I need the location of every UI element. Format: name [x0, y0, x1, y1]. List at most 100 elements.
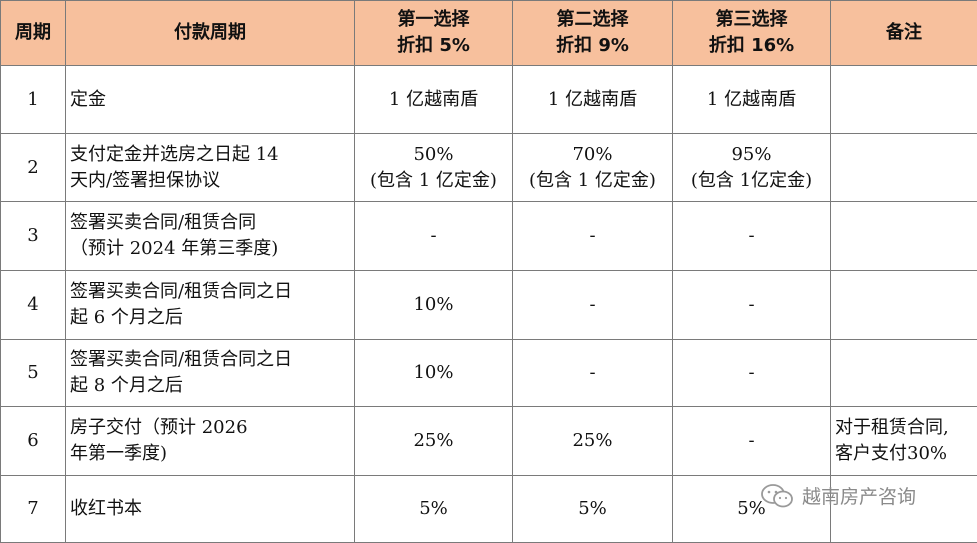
remarks-cell-line: 客户支付30%	[835, 441, 973, 467]
header-option-1-title: 第一选择	[359, 7, 508, 33]
option-1-cell: 10%	[355, 271, 513, 340]
header-remarks: 备注	[831, 1, 977, 66]
header-option-2: 第二选择 折扣 9%	[513, 1, 673, 66]
watermark-text: 越南房产咨询	[802, 482, 916, 509]
remarks-cell-line: 对于租赁合同,	[835, 415, 973, 441]
period-number-cell: 6	[1, 407, 66, 476]
payment-period-cell: 签署买卖合同/租赁合同之日起 6 个月之后	[66, 271, 355, 340]
option-3-cell: -	[673, 202, 831, 271]
option-1-cell-line: 1 亿越南盾	[359, 87, 508, 113]
option-3-cell-line: -	[677, 360, 826, 386]
remarks-cell: 对于租赁合同,客户支付30%	[831, 407, 977, 476]
remarks-cell	[831, 340, 977, 407]
option-3-cell: -	[673, 407, 831, 476]
header-option-3-title: 第三选择	[677, 7, 826, 33]
option-2-cell-line: 1 亿越南盾	[517, 87, 668, 113]
option-2-cell-line: 25%	[517, 428, 668, 454]
option-2-cell: 70%(包含 1 亿定金)	[513, 134, 673, 202]
period-number-cell: 1	[1, 66, 66, 134]
option-2-cell: -	[513, 271, 673, 340]
payment-period-cell: 签署买卖合同/租赁合同（预计 2024 年第三季度)	[66, 202, 355, 271]
option-2-cell-line: 5%	[517, 496, 668, 522]
option-3-cell: 95%(包含 1亿定金)	[673, 134, 831, 202]
header-option-1-discount: 折扣 5%	[359, 33, 508, 59]
period-number-cell: 7	[1, 476, 66, 543]
payment-period-cell-line: 天内/签署担保协议	[70, 168, 350, 194]
option-1-cell-line: (包含 1 亿定金)	[359, 168, 508, 194]
remarks-cell	[831, 66, 977, 134]
header-option-3: 第三选择 折扣 16%	[673, 1, 831, 66]
option-1-cell-line: 25%	[359, 428, 508, 454]
payment-period-cell-line: 起 6 个月之后	[70, 305, 350, 331]
period-number-cell: 2	[1, 134, 66, 202]
option-3-cell: -	[673, 340, 831, 407]
option-1-cell: -	[355, 202, 513, 271]
option-2-cell: 5%	[513, 476, 673, 543]
payment-period-cell-line: 年第一季度)	[70, 441, 350, 467]
payment-period-cell: 定金	[66, 66, 355, 134]
option-2-cell-line: (包含 1 亿定金)	[517, 168, 668, 194]
period-number-cell: 3	[1, 202, 66, 271]
option-2-cell: -	[513, 340, 673, 407]
option-3-cell-line: -	[677, 223, 826, 249]
remarks-cell	[831, 271, 977, 340]
payment-period-cell: 签署买卖合同/租赁合同之日起 8 个月之后	[66, 340, 355, 407]
remarks-cell	[831, 202, 977, 271]
option-1-cell-line: 10%	[359, 292, 508, 318]
header-period: 周期	[1, 1, 66, 66]
option-2-cell-line: 70%	[517, 142, 668, 168]
option-3-cell: 1 亿越南盾	[673, 66, 831, 134]
payment-period-cell-line: 起 8 个月之后	[70, 373, 350, 399]
payment-period-cell-line: 签署买卖合同/租赁合同之日	[70, 279, 350, 305]
header-option-2-title: 第二选择	[517, 7, 668, 33]
wechat-icon	[760, 483, 794, 509]
option-1-cell: 50%(包含 1 亿定金)	[355, 134, 513, 202]
option-3-cell-line: 1 亿越南盾	[677, 87, 826, 113]
option-2-cell-line: -	[517, 292, 668, 318]
header-option-3-discount: 折扣 16%	[677, 33, 826, 59]
header-payment-period: 付款周期	[66, 1, 355, 66]
option-2-cell: -	[513, 202, 673, 271]
option-2-cell-line: -	[517, 223, 668, 249]
header-option-1: 第一选择 折扣 5%	[355, 1, 513, 66]
option-3-cell-line: 95%	[677, 142, 826, 168]
option-2-cell-line: -	[517, 360, 668, 386]
payment-period-cell-line: （预计 2024 年第三季度)	[70, 236, 350, 262]
payment-period-cell-line: 签署买卖合同/租赁合同之日	[70, 347, 350, 373]
watermark: 越南房产咨询	[760, 482, 916, 509]
option-1-cell-line: 50%	[359, 142, 508, 168]
option-3-cell-line: -	[677, 428, 826, 454]
option-1-cell-line: -	[359, 223, 508, 249]
payment-period-cell-line: 定金	[70, 87, 350, 113]
option-2-cell: 1 亿越南盾	[513, 66, 673, 134]
payment-period-cell-line: 签署买卖合同/租赁合同	[70, 210, 350, 236]
option-3-cell: -	[673, 271, 831, 340]
remarks-cell	[831, 134, 977, 202]
option-1-cell: 25%	[355, 407, 513, 476]
period-number-cell: 5	[1, 340, 66, 407]
payment-period-cell: 收红书本	[66, 476, 355, 543]
option-1-cell-line: 5%	[359, 496, 508, 522]
option-1-cell: 1 亿越南盾	[355, 66, 513, 134]
option-3-cell-line: (包含 1亿定金)	[677, 168, 826, 194]
option-1-cell: 5%	[355, 476, 513, 543]
payment-period-cell-line: 支付定金并选房之日起 14	[70, 142, 350, 168]
payment-period-cell-line: 收红书本	[70, 496, 350, 522]
payment-period-cell-line: 房子交付（预计 2026	[70, 415, 350, 441]
table-header-row: 周期 付款周期 第一选择 折扣 5% 第二选择 折扣 9% 第三选择 折扣 16…	[1, 1, 977, 66]
header-option-2-discount: 折扣 9%	[517, 33, 668, 59]
period-number-cell: 4	[1, 271, 66, 340]
option-2-cell: 25%	[513, 407, 673, 476]
option-1-cell: 10%	[355, 340, 513, 407]
option-1-cell-line: 10%	[359, 360, 508, 386]
option-3-cell-line: -	[677, 292, 826, 318]
